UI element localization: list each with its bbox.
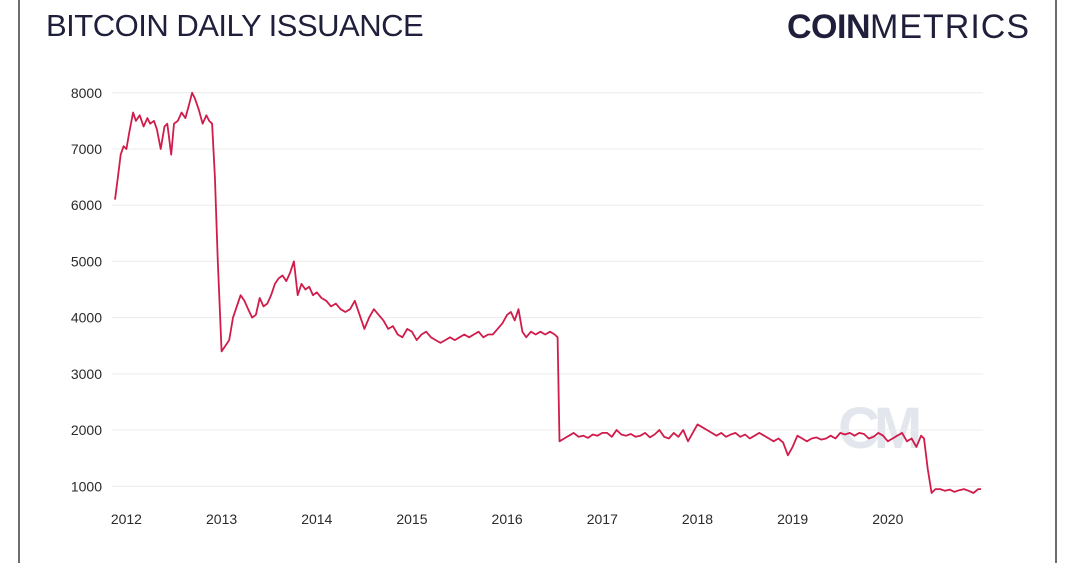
logo-bold-text: COIN — [787, 8, 871, 46]
y-tick-label: 5000 — [71, 253, 102, 269]
x-tick-label: 2018 — [682, 511, 713, 527]
series-line-0 — [114, 91, 982, 494]
y-tick-label: 7000 — [71, 141, 102, 157]
x-tick-label: 2013 — [206, 511, 237, 527]
x-tick-label: 2012 — [111, 511, 142, 527]
watermark-logo: CM — [838, 396, 919, 461]
y-tick-label: 2000 — [71, 422, 102, 438]
gridlines — [112, 92, 983, 487]
frame-right-border — [1055, 0, 1057, 563]
y-tick-label: 6000 — [71, 197, 102, 213]
logo-light-text: METRICS — [870, 8, 1030, 46]
x-tick-label: 2020 — [872, 511, 903, 527]
y-tick-label: 8000 — [71, 85, 102, 101]
x-tick-label: 2015 — [396, 511, 427, 527]
x-tick-label: 2017 — [587, 511, 618, 527]
y-tick-label: 3000 — [71, 366, 102, 382]
x-tick-label: 2019 — [777, 511, 808, 527]
x-tick-label: 2014 — [301, 511, 332, 527]
y-tick-label: 4000 — [71, 310, 102, 326]
coinmetrics-logo: COINMETRICS — [787, 8, 1030, 47]
x-tick-label: 2016 — [492, 511, 523, 527]
frame-left-border — [18, 0, 20, 563]
y-tick-label: 1000 — [71, 478, 102, 494]
axes: 1000 2000 3000 4000 5000 6000 7000 8000 2012 2013… — [71, 85, 904, 527]
series-layer — [114, 91, 982, 494]
chart-title: BITCOIN DAILY ISSUANCE — [46, 8, 424, 43]
